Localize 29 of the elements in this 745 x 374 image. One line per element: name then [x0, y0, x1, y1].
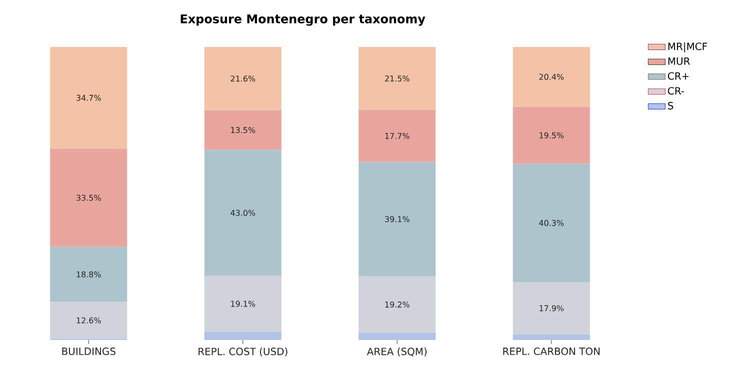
- bar: [358, 110, 436, 162]
- bar: [358, 162, 436, 276]
- bar: [358, 332, 436, 340]
- bar: [512, 334, 590, 340]
- bar: [50, 302, 128, 339]
- x-tick-label: REPL. CARBON TON: [503, 348, 600, 356]
- bar: [358, 46, 436, 110]
- bar: [512, 164, 590, 282]
- bar: [512, 46, 590, 107]
- x-tick-label: REPL. COST (USD): [198, 348, 288, 356]
- legend-label: CR-: [668, 87, 684, 95]
- bar: [512, 282, 590, 334]
- chart-title: Exposure Montenegro per taxonomy: [180, 14, 426, 26]
- x-tick-label: BUILDINGS: [62, 348, 116, 356]
- legend-label: S: [668, 102, 674, 110]
- bar: [50, 46, 128, 149]
- bar: [204, 332, 282, 340]
- bar: [204, 110, 282, 150]
- legend-label: CR+: [668, 72, 689, 80]
- x-tick-label: AREA (SQM): [366, 348, 427, 356]
- bar: [204, 46, 282, 110]
- bar: [50, 246, 128, 302]
- bar: [204, 276, 282, 332]
- bar: [358, 276, 436, 333]
- bar: [512, 106, 590, 164]
- bar: [50, 148, 128, 247]
- legend-label: MR|MCF: [668, 42, 707, 52]
- bar: [204, 150, 282, 276]
- legend-label: MUR: [668, 57, 690, 65]
